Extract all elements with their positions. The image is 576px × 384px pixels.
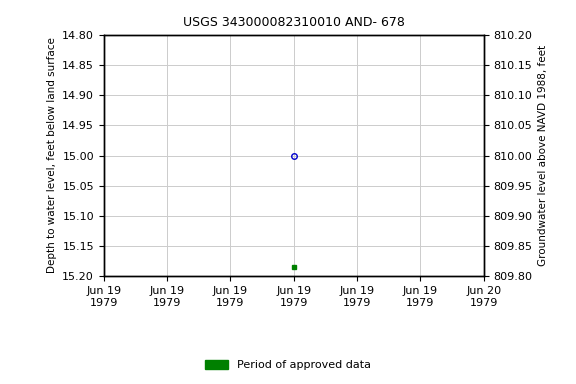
Y-axis label: Groundwater level above NAVD 1988, feet: Groundwater level above NAVD 1988, feet bbox=[538, 45, 548, 266]
Y-axis label: Depth to water level, feet below land surface: Depth to water level, feet below land su… bbox=[47, 38, 56, 273]
Title: USGS 343000082310010 AND- 678: USGS 343000082310010 AND- 678 bbox=[183, 16, 405, 29]
Legend: Period of approved data: Period of approved data bbox=[201, 356, 375, 375]
